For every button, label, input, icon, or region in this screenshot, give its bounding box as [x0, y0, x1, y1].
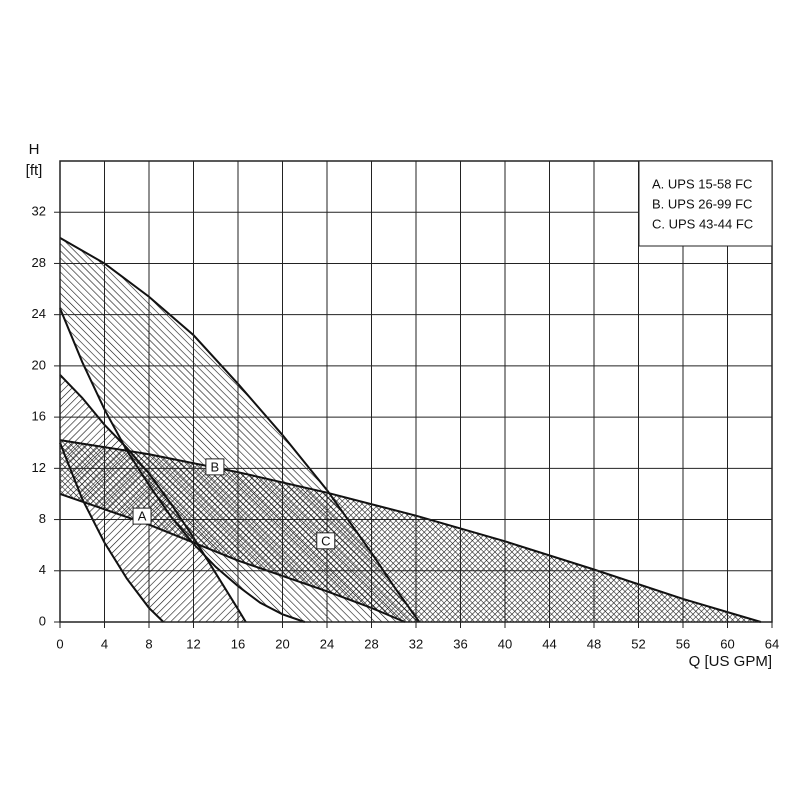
- x-tick-label: 4: [101, 636, 108, 651]
- x-tick-label: 16: [231, 636, 245, 651]
- x-tick-label: 24: [320, 636, 334, 651]
- legend-entry: A. UPS 15-58 FC: [652, 176, 752, 191]
- y-tick-label: 8: [39, 511, 46, 526]
- y-axis-label: [ft]: [26, 162, 43, 179]
- region-label-box: [132, 507, 152, 525]
- region-label: A: [138, 509, 147, 524]
- y-tick-label: 32: [32, 204, 46, 219]
- region-label: B: [211, 459, 220, 474]
- y-axis-label: H: [29, 141, 40, 158]
- x-tick-label: 64: [765, 636, 779, 651]
- x-tick-label: 40: [498, 636, 512, 651]
- y-tick-label: 28: [32, 255, 46, 270]
- region-label: C: [321, 533, 330, 548]
- y-tick-label: 12: [32, 460, 46, 475]
- x-tick-label: 28: [364, 636, 378, 651]
- x-tick-label: 20: [275, 636, 289, 651]
- x-tick-label: 60: [720, 636, 734, 651]
- region-label-box: [316, 532, 336, 550]
- region-label-box: [205, 458, 225, 476]
- x-tick-label: 8: [145, 636, 152, 651]
- legend-entry: B. UPS 26-99 FC: [652, 196, 752, 211]
- x-tick-label: 12: [186, 636, 200, 651]
- legend-entry: C. UPS 43-44 FC: [652, 216, 753, 231]
- regions: [59, 236, 762, 623]
- y-tick-label: 20: [32, 357, 46, 372]
- x-tick-label: 48: [587, 636, 601, 651]
- x-tick-label: 52: [631, 636, 645, 651]
- y-tick-label: 24: [32, 306, 46, 321]
- legend-box: [638, 160, 773, 247]
- y-tick-label: 4: [39, 562, 46, 577]
- y-tick-label: 0: [39, 613, 46, 628]
- x-tick-label: 36: [453, 636, 467, 651]
- x-tick-label: 56: [676, 636, 690, 651]
- x-tick-label: 0: [56, 636, 63, 651]
- y-tick-label: 16: [32, 409, 46, 424]
- band-area: [60, 440, 761, 622]
- x-tick-label: 32: [409, 636, 423, 651]
- x-tick-label: 44: [542, 636, 556, 651]
- x-axis-label: Q [US GPM]: [689, 653, 772, 670]
